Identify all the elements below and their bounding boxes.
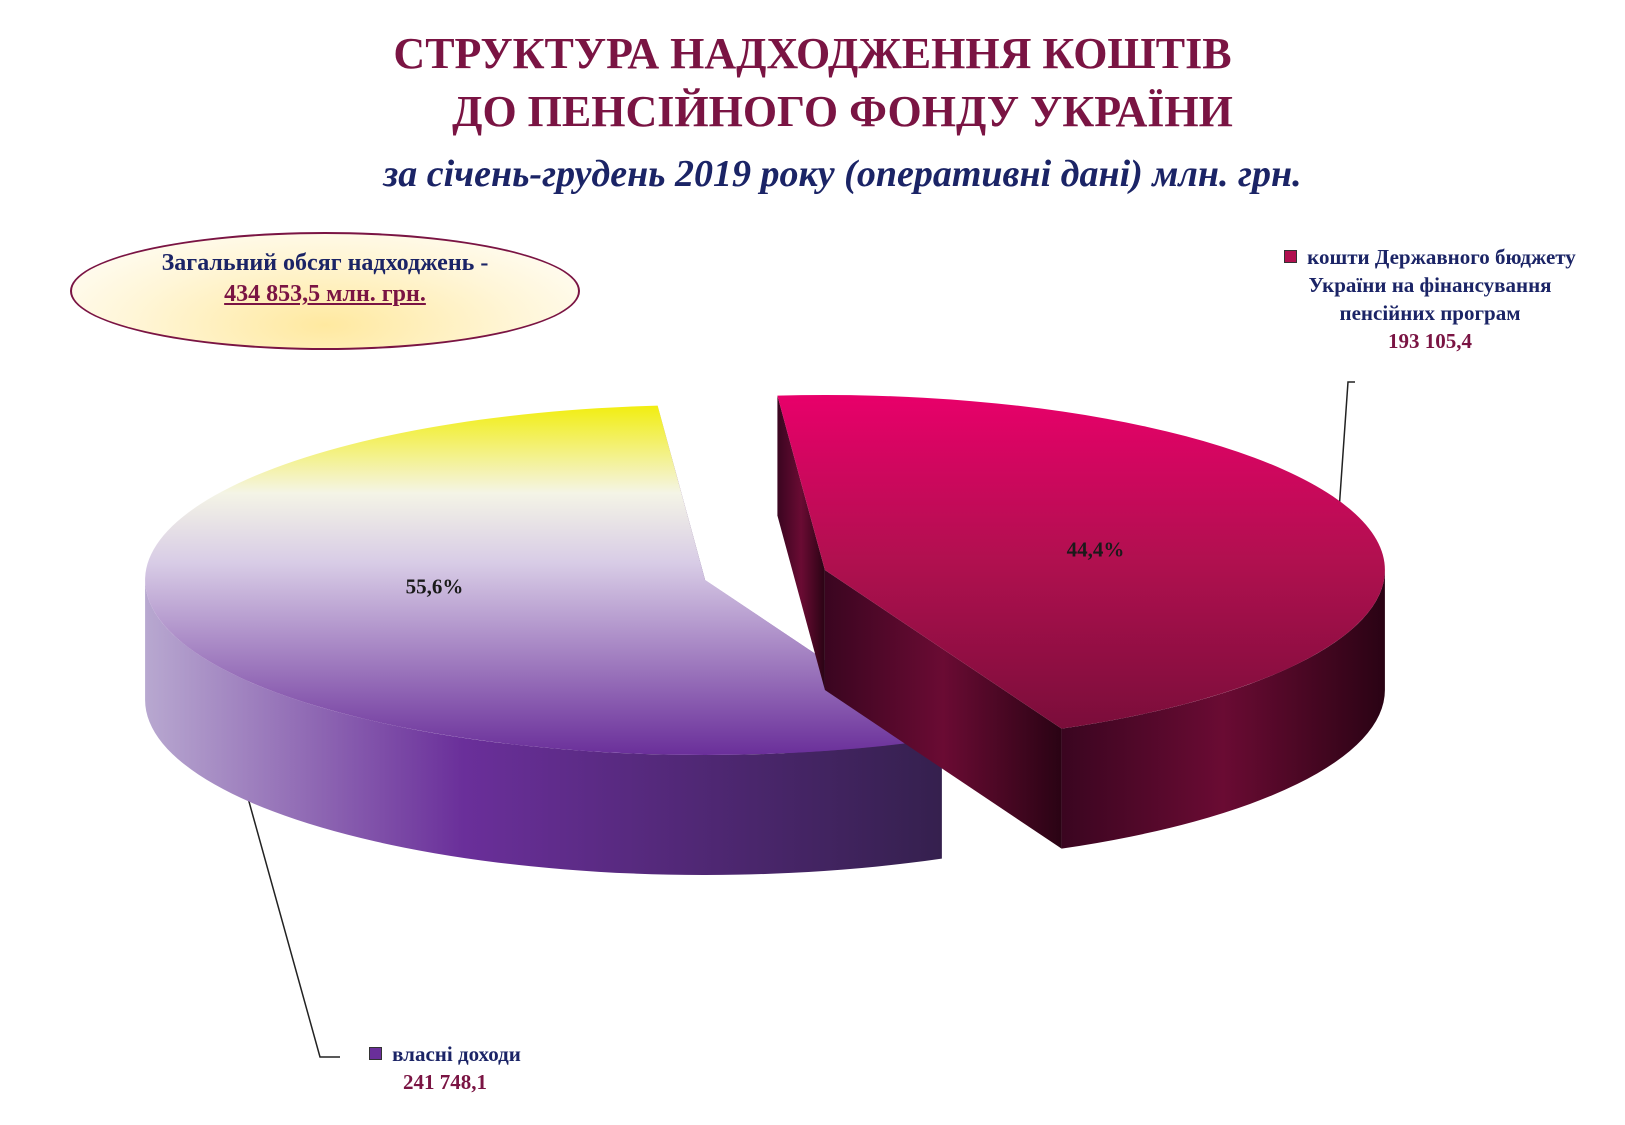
total-annotation: Загальний обсяг надходжень - 434 853,5 м… xyxy=(70,232,580,350)
slice-side xyxy=(1061,570,1385,849)
percent-label: 55,6% xyxy=(406,575,464,599)
slice-face xyxy=(824,570,1062,849)
legend-entry: власні доходи 241 748,1 xyxy=(345,1040,545,1096)
slice-side xyxy=(145,579,942,875)
value-label: 241 748,1 xyxy=(403,1070,487,1094)
legend-entry: кошти Державного бюджету України на фіна… xyxy=(1270,243,1590,355)
legend-swatch xyxy=(369,1047,383,1060)
leader-line xyxy=(1337,381,1355,526)
chart-subtitle: за січень-грудень 2019 року (оперативні … xyxy=(383,153,1302,195)
slice-face xyxy=(777,395,825,691)
chart-title: СТРУКТУРА НАДХОДЖЕННЯ КОШТІВ xyxy=(393,29,1232,78)
chart-title: ДО ПЕНСІЙНОГО ФОНДУ УКРАЇНИ xyxy=(452,87,1233,136)
value-label: 193 105,4 xyxy=(1388,329,1472,353)
legend-label: власні доходи xyxy=(392,1042,521,1066)
leader-line xyxy=(237,761,340,1058)
legend-label: кошти Державного бюджету України на фіна… xyxy=(1307,245,1576,325)
legend-swatch xyxy=(1284,250,1298,263)
annotation-text: Загальний обсяг надходжень - xyxy=(161,250,489,276)
slice xyxy=(777,395,1385,729)
slice xyxy=(145,405,942,755)
annotation-value: 434 853,5 млн. грн. xyxy=(224,281,426,307)
percent-label: 44,4% xyxy=(1067,537,1125,561)
